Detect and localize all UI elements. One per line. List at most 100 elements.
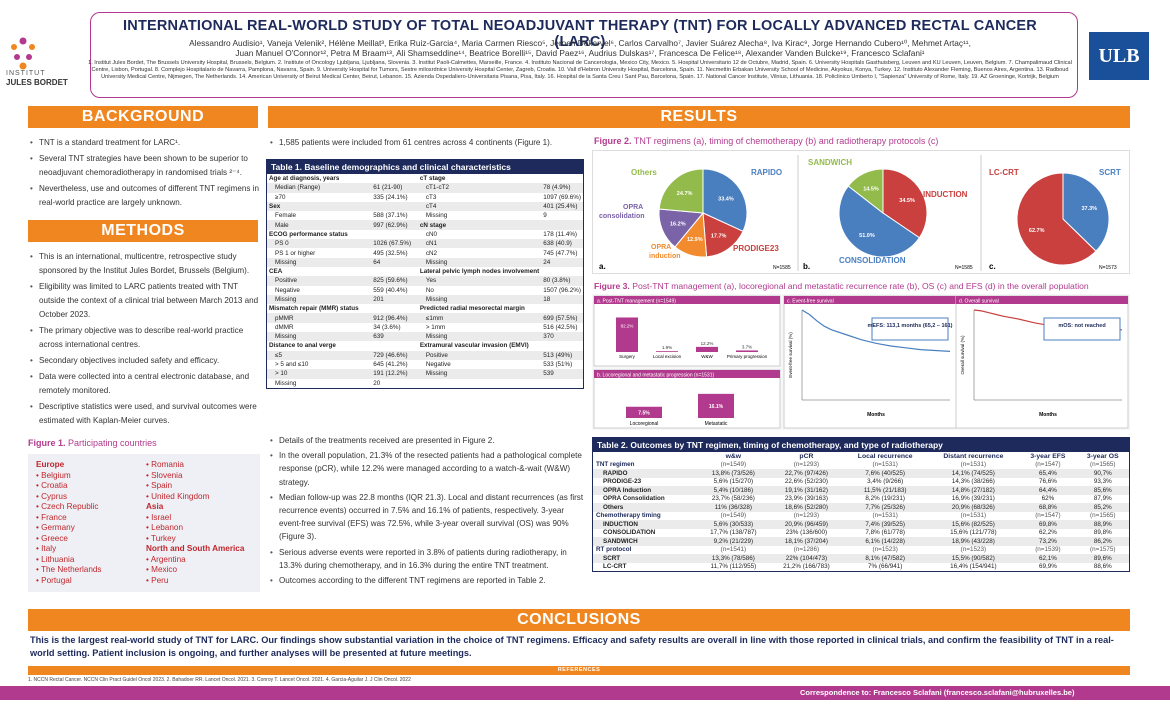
table-cell: 1507 (96.2%) — [543, 286, 581, 294]
table-cell: cN0 — [425, 230, 438, 238]
pie-slice — [702, 212, 744, 258]
table-row: Male 997 (62.9%) — [267, 220, 418, 230]
table-cell — [541, 304, 583, 313]
panel-letter: a. — [599, 262, 606, 271]
table-cell: cT1-cT2 — [425, 184, 449, 192]
table1-caption: Baseline demographics and clinical chara… — [304, 162, 511, 172]
bar — [736, 350, 758, 352]
table-row: pMMR 912 (96.4%) — [267, 313, 418, 323]
bar — [698, 393, 734, 418]
table-cell: 5,4% (10/186) — [713, 486, 754, 494]
table-cell: 335 (24.1%) — [373, 193, 408, 201]
methods-bullets: This is an international, multicentre, r… — [28, 250, 260, 430]
ulb-logo: ULB — [1089, 32, 1149, 80]
table-cell: 13,3% (78/586) — [711, 554, 755, 562]
table-cell: Missing — [425, 258, 448, 266]
table-cell: 699 (57.5%) — [543, 314, 578, 322]
table-cell: ≤5 — [275, 351, 282, 359]
table-cell: 20,9% (96/459) — [784, 520, 828, 528]
country-item: • Slovenia — [146, 470, 183, 480]
bar-value: 82.2% — [621, 323, 634, 328]
table-row: PS 0 1026 (67.5%) — [267, 239, 418, 249]
panel-a-header — [594, 296, 780, 304]
table-row: > 5 and ≤10 645 (41.2%) — [267, 360, 418, 369]
column-header: 3-year OS — [1086, 452, 1119, 460]
table-cell: 80 (3.8%) — [543, 277, 571, 285]
table-row: ECOG performance status — [267, 230, 418, 239]
list-item: Descriptive statistics were used, and su… — [28, 400, 260, 428]
country-list-asia: • Israel • Lebanon • Turkey — [146, 513, 244, 545]
figure3-panel: a. Post-TNT management (n=1549) 82.2% Surg… — [592, 294, 1130, 430]
country-item: • United Kingdom — [146, 491, 210, 501]
table-cell: 62% — [1041, 495, 1055, 503]
column-header: 3-year EFS — [1030, 452, 1066, 460]
list-item: This is an international, multicentre, r… — [28, 250, 260, 278]
table-cell: 588 (37.1%) — [373, 212, 408, 220]
panel-b-frame — [593, 369, 781, 429]
bar-label: Local excision — [653, 354, 682, 359]
km-x-label: Months — [867, 412, 885, 418]
table-cell: 495 (32.5%) — [373, 249, 408, 257]
table-cell: SCRT — [603, 554, 621, 562]
pie-slice — [1016, 172, 1097, 266]
table-cell: 61 (21-90) — [373, 184, 403, 192]
table-row: Predicted radial mesorectal margin — [418, 304, 583, 313]
table-cell: Missing — [275, 296, 297, 303]
methods-heading: METHODS — [28, 220, 258, 242]
table-cell: (n=1565) — [1090, 461, 1116, 469]
km-box-text: mOS: not reached — [1058, 323, 1105, 329]
background-heading: BACKGROUND — [28, 106, 258, 128]
table-header-row: w&w pCR Local recurrence Distant recurrence… — [593, 452, 1129, 461]
pie-slice — [702, 168, 748, 232]
table-cell — [371, 230, 418, 239]
column-header — [593, 452, 697, 461]
table-cell: 22,6% (52/230) — [784, 478, 828, 486]
table-cell: 15,5% (90/582) — [951, 554, 995, 562]
table-cell: 11,7% (112/955) — [710, 563, 757, 571]
table-cell: 7,4% (39/525) — [865, 520, 905, 528]
table-cell: 13,8% (73/526) — [711, 469, 755, 477]
table-cell: 18,6% (52/280) — [784, 503, 828, 511]
table-row: Missing 18 — [417, 294, 583, 305]
country-item: • Spain — [146, 481, 173, 490]
country-item: • Argentina — [146, 554, 186, 564]
country-item: • Portugal — [36, 575, 72, 585]
list-item: Nevertheless, use and outcomes of differ… — [28, 182, 260, 210]
table-cell: 178 (11.4%) — [543, 230, 578, 238]
column-header: Local recurrence — [857, 452, 913, 460]
list-item: Several TNT strategies have been shown t… — [28, 152, 260, 180]
group-label: RT protocol — [596, 546, 632, 554]
table-cell: 89,6% — [1093, 554, 1112, 562]
table-cell — [541, 220, 583, 229]
table-row: ≥70 335 (24.1%) — [267, 193, 418, 202]
km-y-label: Event-free survival (%) — [788, 332, 793, 378]
table-row: Missing 20 — [267, 379, 418, 388]
table-row: cT4 401 (25.4%) — [417, 201, 583, 212]
table-row: Positive 825 (59.6%) — [267, 276, 418, 286]
table-row: Median (Range) 61 (21-90) — [267, 183, 418, 193]
table-group-row: RT protocol (n=1541) (n=1286) (n=1523) (n=15… — [593, 546, 1129, 555]
legend-induction: INDUCTION — [923, 190, 968, 199]
group-label: Chemotherapy timing — [596, 512, 661, 520]
km-box — [1043, 317, 1121, 341]
table-cell: Female — [275, 212, 296, 220]
country-item: • Turkey — [146, 533, 176, 543]
country-item: • France — [36, 512, 67, 522]
table-cell: Mismatch repair (MMR) status — [269, 305, 359, 313]
table-cell: 912 (96.4%) — [373, 314, 408, 322]
km-header — [956, 296, 1128, 304]
table-cell: cT stage — [419, 175, 446, 183]
table-cell: Positive — [275, 277, 298, 285]
table-cell: (n=1565) — [1090, 512, 1116, 520]
list-item: In the overall population, 21.3% of the … — [268, 449, 586, 489]
table-cell: Missing — [275, 258, 297, 266]
table-cell: (n=1549) — [720, 512, 747, 520]
author-list: Alessandro Audisio¹, Vaneja Velenik², Hé… — [100, 38, 1060, 58]
country-item: • Belgium — [36, 470, 71, 480]
table-cell: ≥70 — [275, 193, 286, 201]
table-cell: Missing — [425, 370, 448, 378]
table-cell — [371, 267, 418, 276]
authors-line1: Alessandro Audisio¹, Vaneja Velenik², Hé… — [189, 38, 971, 48]
table-cell: 14,1% (74/525) — [951, 469, 995, 477]
table-cell: Extramural vascular invasion (EMVI) — [419, 342, 529, 350]
